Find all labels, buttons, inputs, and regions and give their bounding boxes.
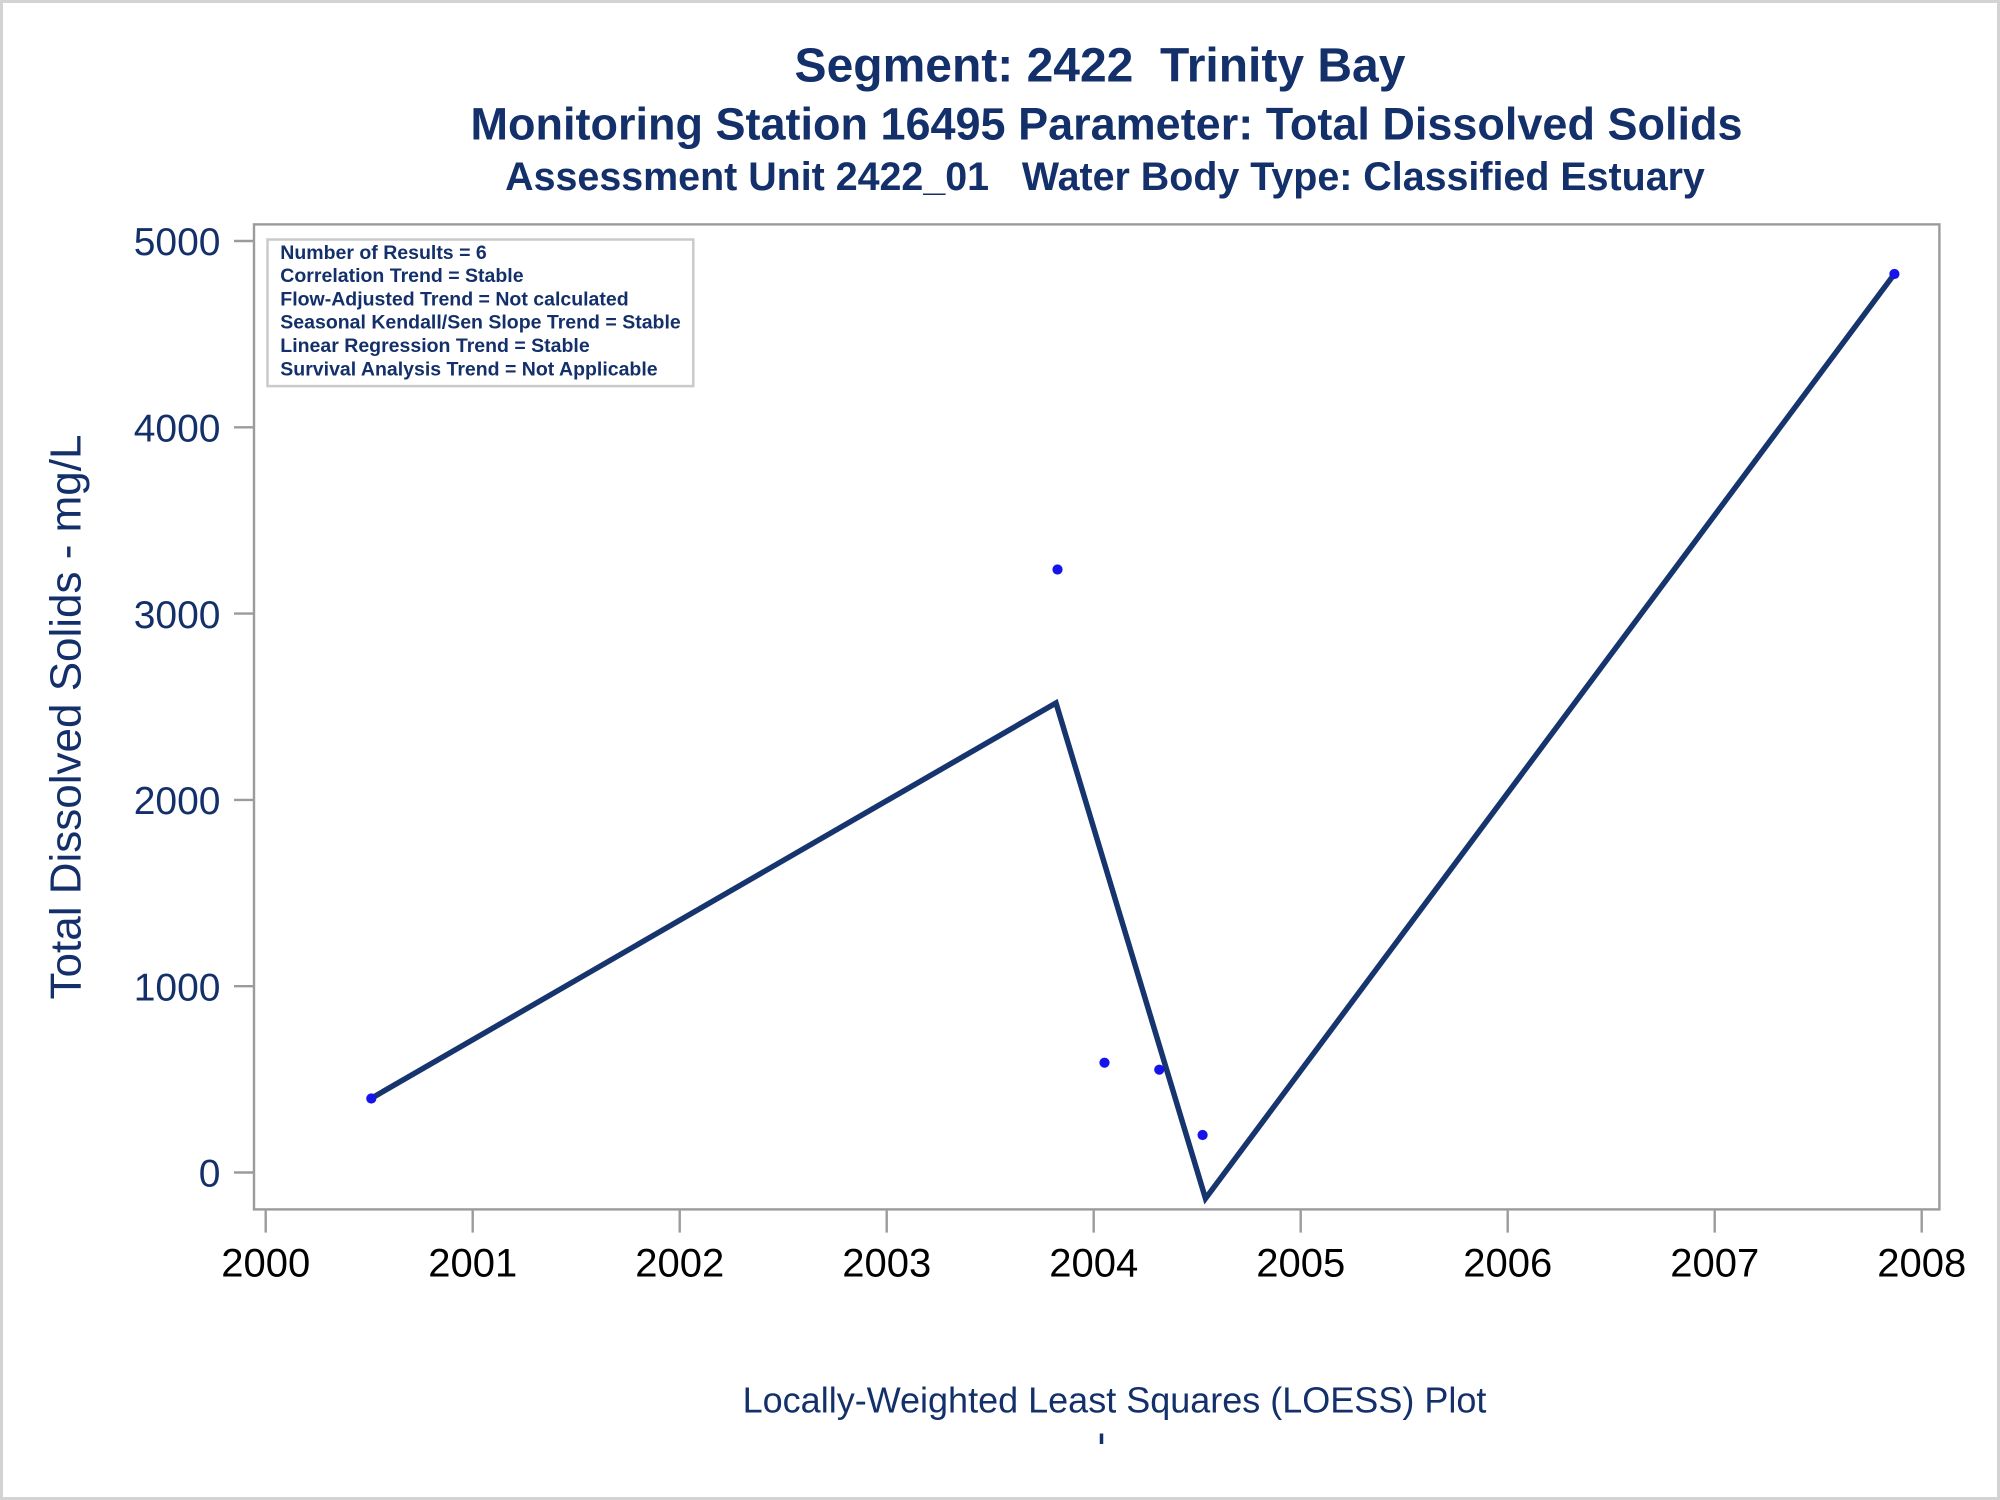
svg-text:2001: 2001 — [428, 1242, 517, 1286]
svg-text:2007: 2007 — [1670, 1242, 1759, 1286]
svg-text:2008: 2008 — [1877, 1242, 1966, 1286]
svg-text:2000: 2000 — [134, 780, 221, 823]
svg-text:Assessment Unit 2422_01 Wate: Assessment Unit 2422_01 Water Body Type:… — [505, 155, 1705, 199]
svg-text:Survival Analysis Trend = Not: Survival Analysis Trend = Not Applicable — [280, 358, 657, 380]
svg-text:2003: 2003 — [842, 1242, 931, 1286]
svg-text:Number of Results = 6: Number of Results = 6 — [280, 242, 487, 264]
svg-text:Monitoring Station 16495 Param: Monitoring Station 16495 Parameter: Tota… — [471, 99, 1743, 150]
svg-text:Flow-Adjusted Trend = Not calc: Flow-Adjusted Trend = Not calculated — [280, 288, 628, 310]
svg-text:3000: 3000 — [134, 594, 221, 637]
svg-text:2004: 2004 — [1049, 1242, 1138, 1286]
svg-text:Seasonal Kendall/Sen Slope Tre: Seasonal Kendall/Sen Slope Trend = Stabl… — [280, 312, 681, 334]
svg-text:Total Dissolved Solids - mg/L: Total Dissolved Solids - mg/L — [42, 435, 91, 1000]
svg-text:4000: 4000 — [134, 408, 221, 451]
svg-text:5000: 5000 — [134, 221, 221, 264]
svg-text:2002: 2002 — [635, 1242, 724, 1286]
svg-text:Segment: 2422 Trinity Bay: Segment: 2422 Trinity Bay — [795, 40, 1406, 93]
svg-text:2000: 2000 — [221, 1242, 310, 1286]
svg-text:Correlation Trend = Stable: Correlation Trend = Stable — [280, 265, 523, 287]
svg-text:Linear Regression Trend = Stab: Linear Regression Trend = Stable — [280, 335, 590, 357]
svg-text:2005: 2005 — [1256, 1242, 1345, 1286]
svg-text:1000: 1000 — [134, 966, 221, 1009]
svg-text:0: 0 — [199, 1153, 221, 1196]
svg-text:Locally-Weighted Least Squares: Locally-Weighted Least Squares (LOESS) P… — [743, 1380, 1487, 1421]
svg-text:2006: 2006 — [1463, 1242, 1552, 1286]
